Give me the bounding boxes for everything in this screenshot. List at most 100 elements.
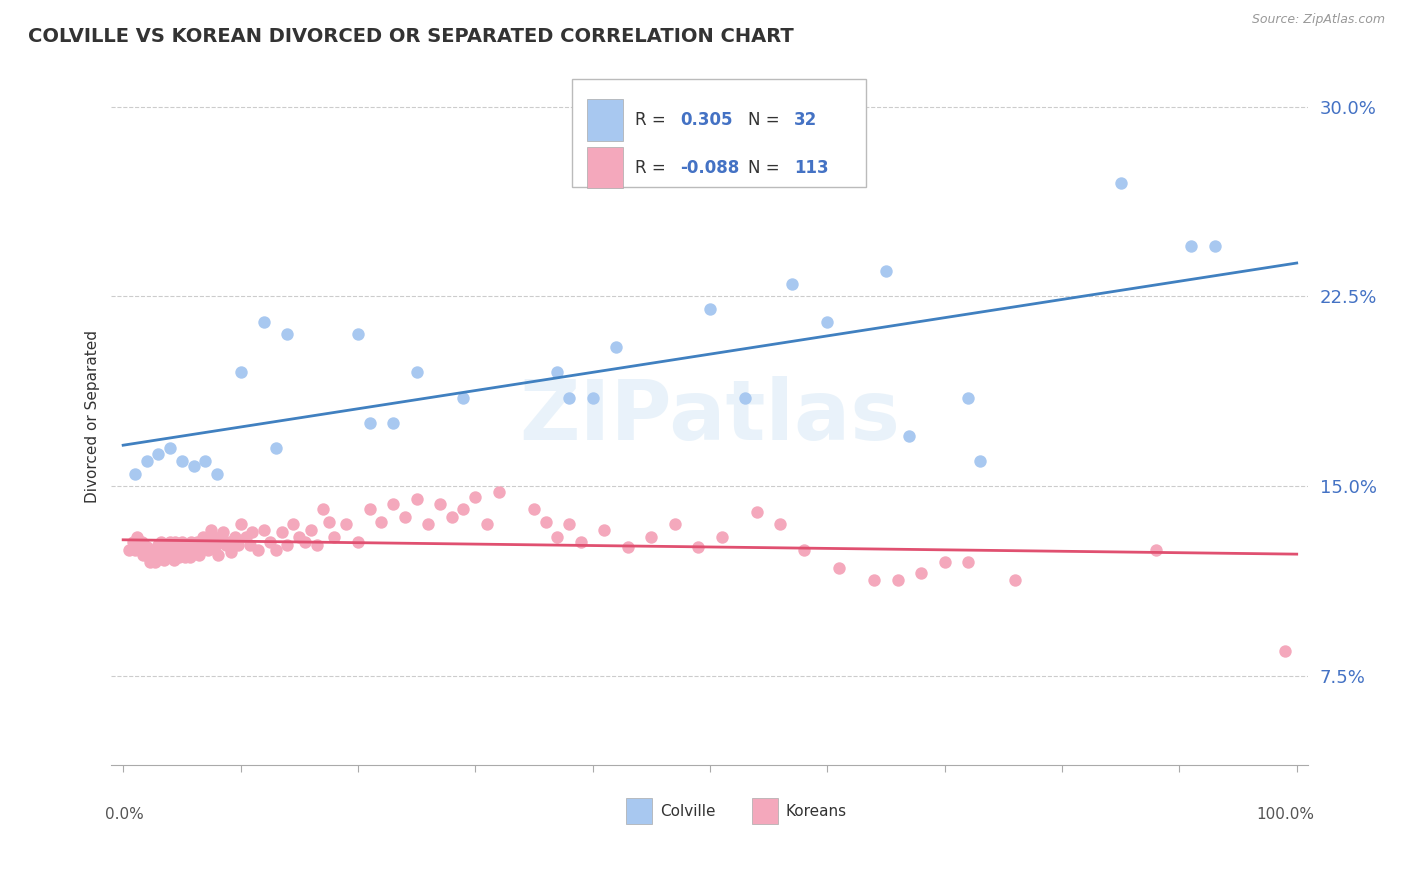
Point: [1109, 176, 1132, 190]
Point: [150, 550, 173, 565]
Point: [226, 538, 249, 552]
Point: [148, 542, 170, 557]
Bar: [752, 797, 778, 824]
Point: [202, 530, 225, 544]
Point: [382, 416, 405, 430]
Point: [183, 459, 205, 474]
Point: [640, 530, 662, 544]
Point: [136, 548, 159, 562]
Point: [294, 535, 316, 549]
Point: [186, 535, 208, 549]
Point: [131, 535, 153, 549]
Point: [969, 454, 991, 468]
Text: 0.305: 0.305: [681, 111, 733, 129]
Point: [212, 524, 235, 539]
Point: [898, 429, 921, 443]
Point: [323, 530, 346, 544]
Point: [581, 391, 603, 405]
Point: [359, 502, 381, 516]
Point: [143, 556, 166, 570]
Text: Colville: Colville: [659, 804, 716, 819]
Point: [288, 530, 311, 544]
Point: [224, 530, 246, 544]
Point: [163, 535, 186, 549]
Point: [121, 535, 143, 549]
Point: [124, 467, 146, 481]
Point: [194, 454, 217, 468]
Point: [240, 524, 263, 539]
Point: [523, 502, 546, 516]
Point: [253, 523, 276, 537]
Point: [710, 530, 733, 544]
Point: [159, 442, 181, 456]
Point: [235, 530, 257, 544]
Point: [209, 533, 232, 547]
Point: [169, 550, 191, 565]
Point: [305, 538, 328, 552]
Text: COLVILLE VS KOREAN DIVORCED OR SEPARATED CORRELATION CHART: COLVILLE VS KOREAN DIVORCED OR SEPARATED…: [28, 27, 794, 45]
Point: [780, 277, 803, 291]
Y-axis label: Divorced or Separated: Divorced or Separated: [86, 330, 100, 503]
Point: [148, 446, 170, 460]
Point: [180, 535, 202, 549]
Point: [118, 542, 141, 557]
Point: [270, 524, 292, 539]
Point: [174, 550, 197, 565]
Point: [170, 454, 193, 468]
Point: [141, 550, 163, 565]
Point: [957, 556, 980, 570]
Text: 100.0%: 100.0%: [1257, 807, 1315, 822]
Point: [253, 315, 276, 329]
Point: [219, 545, 242, 559]
Point: [605, 340, 627, 354]
Point: [229, 517, 252, 532]
Point: [205, 538, 228, 552]
Point: [135, 454, 157, 468]
Point: [546, 366, 568, 380]
Point: [197, 542, 219, 557]
Point: [207, 548, 229, 562]
Text: N =: N =: [748, 159, 785, 177]
Point: [215, 538, 238, 552]
Point: [405, 366, 427, 380]
Point: [429, 497, 451, 511]
Text: 32: 32: [794, 111, 817, 129]
Point: [593, 523, 616, 537]
Point: [135, 541, 157, 555]
Point: [558, 391, 581, 405]
Text: R =: R =: [634, 111, 671, 129]
Point: [191, 538, 214, 552]
Point: [134, 538, 156, 552]
Point: [156, 548, 179, 562]
Point: [934, 556, 956, 570]
Point: [688, 541, 710, 555]
Point: [124, 542, 146, 557]
Point: [149, 535, 172, 549]
Point: [299, 523, 322, 537]
Point: [259, 535, 281, 549]
Point: [453, 502, 475, 516]
Point: [1180, 239, 1202, 253]
Point: [200, 523, 222, 537]
Text: N =: N =: [748, 111, 785, 129]
Point: [184, 545, 207, 559]
Text: 0.0%: 0.0%: [105, 807, 145, 822]
Point: [475, 517, 498, 532]
Point: [276, 327, 298, 342]
Point: [170, 535, 193, 549]
Text: Source: ZipAtlas.com: Source: ZipAtlas.com: [1251, 13, 1385, 27]
Point: [405, 492, 427, 507]
Point: [347, 327, 370, 342]
Point: [239, 538, 262, 552]
Point: [176, 542, 198, 557]
Point: [488, 484, 510, 499]
Point: [359, 416, 381, 430]
Point: [166, 545, 188, 559]
Point: [734, 391, 756, 405]
Point: [382, 497, 405, 511]
Point: [179, 550, 201, 565]
Point: [264, 442, 287, 456]
Point: [134, 542, 156, 557]
Point: [394, 509, 416, 524]
Point: [769, 517, 792, 532]
